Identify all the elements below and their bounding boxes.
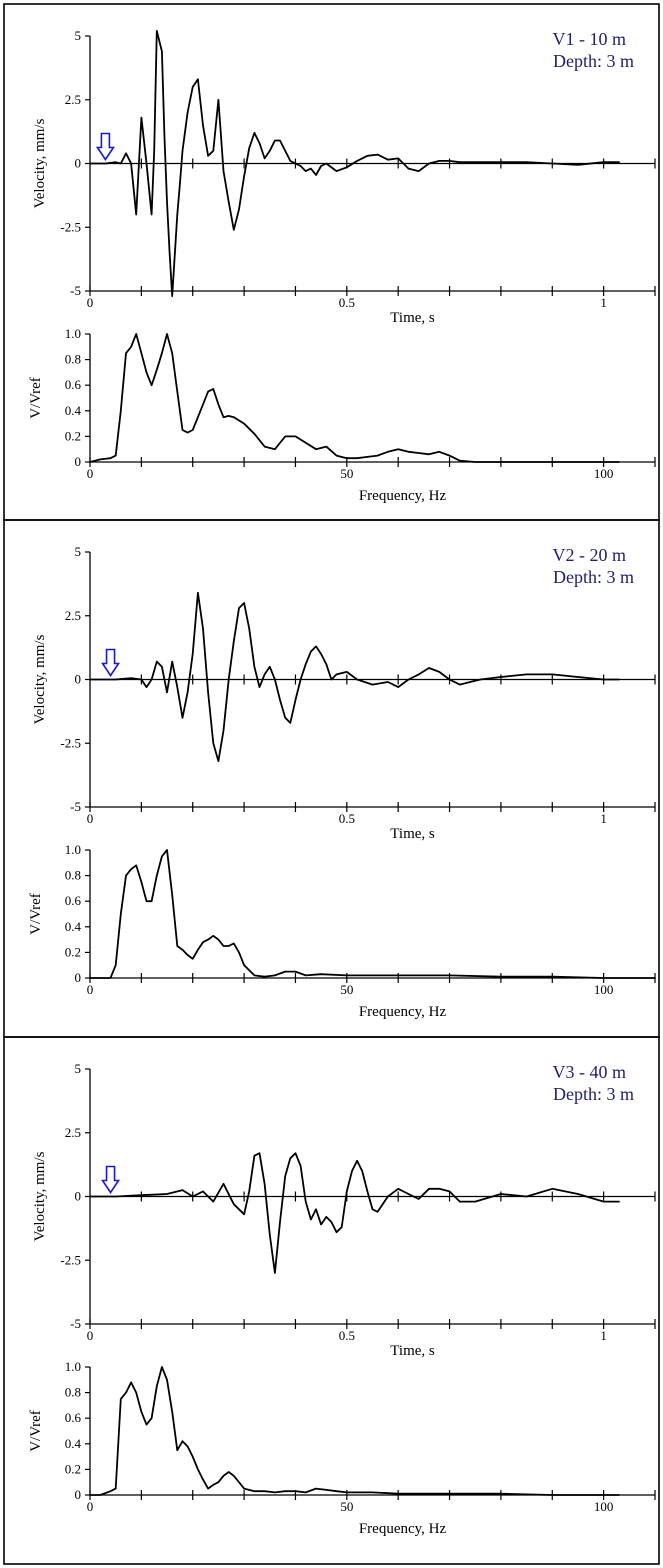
x-tick-label: 100 xyxy=(594,1499,614,1514)
x-tick-label: 1 xyxy=(600,295,607,310)
down-arrow-icon xyxy=(95,132,115,161)
velocity-trace xyxy=(89,591,620,762)
x-tick-label: 0.5 xyxy=(339,1328,355,1343)
y-tick-label: 0 xyxy=(75,672,82,687)
y-tick-label: -5 xyxy=(70,283,81,298)
y-axis-label: V/Vref xyxy=(28,377,44,419)
velocity-trace xyxy=(89,29,620,298)
spectrum-plot: 0 50 100 1.0 0.8 0.6 0.4 0.2 0 Frequency, Hz V/Vre… xyxy=(28,1359,656,1537)
y-tick-label: 0.8 xyxy=(65,1385,81,1400)
y-tick-label: 2.5 xyxy=(65,1125,81,1140)
panel-1: 0 0.5 1 5 2.5 0 -2.5 -5 Time, s Velocity, mm/s V1 … xyxy=(3,3,660,521)
panel-title: V2 - 20 m xyxy=(553,545,627,565)
x-tick-label: 0 xyxy=(87,982,94,997)
y-axis-label: Velocity, mm/s xyxy=(32,118,48,208)
x-axis-label: Frequency, Hz xyxy=(359,488,447,504)
down-arrow-icon xyxy=(101,648,121,677)
y-tick-label: -5 xyxy=(70,799,81,814)
y-tick-label: 0 xyxy=(75,970,82,985)
y-tick-label: -5 xyxy=(70,1316,81,1331)
y-tick-label: 0.4 xyxy=(65,919,82,934)
y-tick-label: 1.0 xyxy=(65,1359,81,1374)
y-tick-label: 1.0 xyxy=(65,842,81,857)
x-tick-label: 50 xyxy=(340,982,353,997)
spectrum-trace xyxy=(89,1366,620,1496)
y-tick-label: 0.8 xyxy=(65,868,81,883)
y-tick-label: 0.4 xyxy=(65,403,82,418)
y-tick-label: 0.2 xyxy=(65,428,81,443)
y-axis-label: V/Vref xyxy=(28,893,44,935)
x-tick-label: 0.5 xyxy=(339,295,355,310)
x-axis-label: Frequency, Hz xyxy=(359,1004,447,1020)
y-tick-label: 0 xyxy=(75,1189,82,1204)
x-tick-label: 0 xyxy=(87,295,94,310)
y-tick-label: 5 xyxy=(75,28,82,43)
y-tick-label: -2.5 xyxy=(60,219,81,234)
y-tick-label: 5 xyxy=(75,544,82,559)
spectrum-trace xyxy=(89,333,620,463)
x-tick-label: 100 xyxy=(594,982,614,997)
y-axis-label: Velocity, mm/s xyxy=(32,634,48,724)
x-tick-label: 0 xyxy=(87,466,94,481)
x-tick-label: 0 xyxy=(87,1328,94,1343)
y-tick-label: 0 xyxy=(75,156,82,171)
x-tick-label: 50 xyxy=(340,466,353,481)
y-tick-label: 2.5 xyxy=(65,608,81,623)
time-plot: 0 0.5 1 5 2.5 0 -2.5 -5 Time, s Velocity, mm/s V1 … xyxy=(32,28,656,326)
x-tick-label: 0 xyxy=(87,811,94,826)
panel-title: V3 - 40 m xyxy=(553,1062,627,1082)
x-axis-label: Frequency, Hz xyxy=(359,1521,447,1537)
time-plot: 0 0.5 1 5 2.5 0 -2.5 -5 Time, s Velocity, mm/s V3 … xyxy=(32,1061,656,1359)
x-tick-label: 0.5 xyxy=(339,811,355,826)
x-tick-label: 50 xyxy=(340,1499,353,1514)
spectrum-trace xyxy=(89,849,656,979)
panel-frame xyxy=(3,519,660,1038)
x-tick-label: 1 xyxy=(600,1328,607,1343)
panel-subtitle: Depth: 3 m xyxy=(553,51,634,71)
panel-3: 0 0.5 1 5 2.5 0 -2.5 -5 Time, s Velocity, mm/s V3 … xyxy=(3,1036,660,1565)
y-tick-label: 1.0 xyxy=(65,326,81,341)
y-tick-label: 0.6 xyxy=(65,377,82,392)
velocity-trace xyxy=(89,1152,620,1274)
y-tick-label: -2.5 xyxy=(60,735,81,750)
y-tick-label: 0.6 xyxy=(65,893,82,908)
y-tick-label: 0.2 xyxy=(65,1461,81,1476)
y-axis-label: V/Vref xyxy=(28,1410,44,1452)
spectrum-plot: 0 50 100 1.0 0.8 0.6 0.4 0.2 0 Frequency, Hz V/Vre… xyxy=(28,842,656,1020)
y-tick-label: 0 xyxy=(75,1487,82,1502)
y-tick-label: 0.2 xyxy=(65,944,81,959)
x-axis-label: Time, s xyxy=(390,310,435,326)
x-tick-label: 1 xyxy=(600,811,607,826)
panel-frame xyxy=(3,1036,660,1565)
x-tick-label: 0 xyxy=(87,1499,94,1514)
y-tick-label: 0.8 xyxy=(65,352,81,367)
spectrum-plot: 0 50 100 1.0 0.8 0.6 0.4 0.2 0 Frequency, Hz V/Vre… xyxy=(28,326,656,504)
panel-2: 0 0.5 1 5 2.5 0 -2.5 -5 Time, s Velocity, mm/s V2 … xyxy=(3,519,660,1038)
y-tick-label: 0 xyxy=(75,454,82,469)
time-plot: 0 0.5 1 5 2.5 0 -2.5 -5 Time, s Velocity, mm/s V2 … xyxy=(32,544,656,842)
y-tick-label: 2.5 xyxy=(65,92,81,107)
x-tick-label: 100 xyxy=(594,466,614,481)
x-axis-label: Time, s xyxy=(390,1343,435,1359)
down-arrow-icon xyxy=(101,1165,121,1194)
y-tick-label: 0.6 xyxy=(65,1410,82,1425)
panel-title: V1 - 10 m xyxy=(553,29,627,49)
y-axis-label: Velocity, mm/s xyxy=(32,1151,48,1241)
panel-subtitle: Depth: 3 m xyxy=(553,1084,634,1104)
x-axis-label: Time, s xyxy=(390,826,435,842)
y-tick-label: 0.4 xyxy=(65,1436,82,1451)
y-tick-label: 5 xyxy=(75,1061,82,1076)
panel-frame xyxy=(3,3,660,521)
y-tick-label: -2.5 xyxy=(60,1252,81,1267)
panel-subtitle: Depth: 3 m xyxy=(553,567,634,587)
